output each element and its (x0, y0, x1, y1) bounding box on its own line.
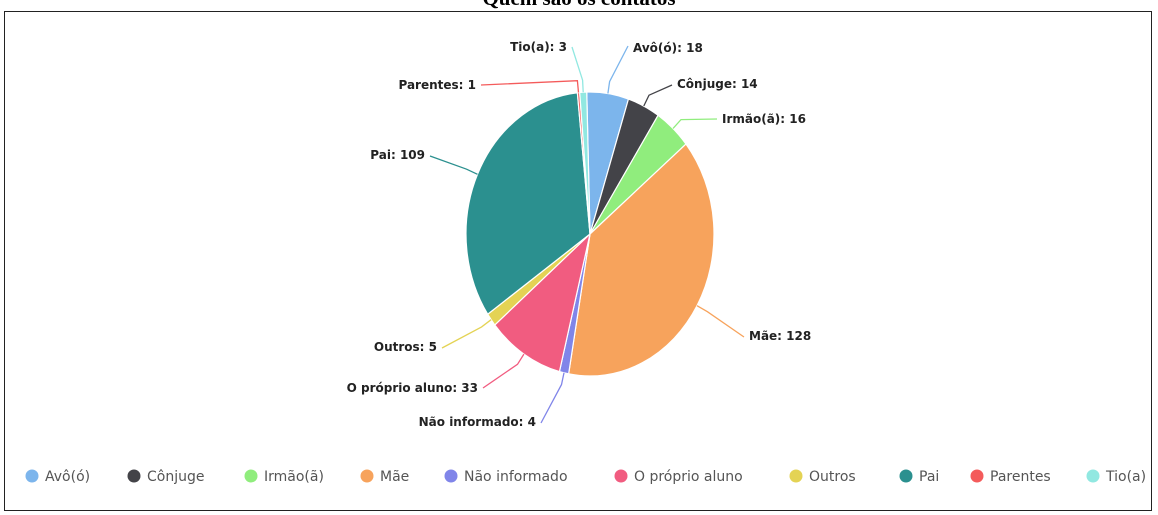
legend: Avô(ó) Cônjuge Irmão(ã) Mãe Não informado O p… (25, 469, 1147, 485)
legend-label-irmao-a: Irmão(ã) (264, 469, 324, 485)
legend-marker-irmao-a (244, 469, 258, 483)
legend-item-pai[interactable]: Pai (899, 469, 940, 485)
connector-mae (696, 305, 745, 338)
legend-label-o-proprio-aluno: O próprio aluno (634, 469, 743, 485)
chart-title: Quem são os contatos (0, 0, 1158, 11)
legend-marker-outros (789, 469, 803, 483)
legend-label-pai: Pai (919, 469, 939, 485)
legend-marker-tio-a (1086, 469, 1100, 483)
connector-pai (429, 155, 478, 175)
legend-item-outros[interactable]: Outros (789, 469, 856, 485)
data-label-nao-informado: Não informado: 4 (419, 415, 536, 429)
pie-slice-tio-a[interactable] (579, 91, 591, 235)
data-label-avo-o: Avô(ó): 18 (633, 41, 703, 55)
connector-conjuge (643, 84, 673, 107)
legend-item-avo-o[interactable]: Avô(ó) (25, 469, 91, 485)
legend-item-irmao-a[interactable]: Irmão(ã) (244, 469, 324, 485)
legend-marker-pai (899, 469, 913, 483)
legend-item-parentes[interactable]: Parentes (970, 469, 1051, 485)
legend-marker-mae (360, 469, 374, 483)
chart-title-strip: Quem são os contatos (0, 0, 1158, 11)
legend-label-avo-o: Avô(ó) (45, 469, 90, 485)
legend-label-outros: Outros (809, 469, 856, 485)
legend-label-conjuge: Cônjuge (147, 469, 204, 485)
pie-slice-o-proprio-aluno[interactable] (493, 232, 592, 373)
data-label-mae: Mãe: 128 (749, 329, 811, 343)
legend-marker-conjuge (127, 469, 141, 483)
legend-item-mae[interactable]: Mãe (360, 469, 410, 485)
data-label-pai: Pai: 109 (370, 148, 425, 162)
legend-marker-nao-informado (444, 469, 458, 483)
data-label-outros: Outros: 5 (374, 340, 437, 354)
connector-parentes (480, 80, 580, 93)
legend-item-nao-informado[interactable]: Não informado (444, 469, 568, 485)
pie-slices (465, 91, 715, 377)
connector-nao-informado (540, 372, 565, 424)
connector-outros (441, 319, 492, 349)
data-label-o-proprio-aluno: O próprio aluno: 33 (347, 381, 478, 395)
legend-item-tio-a[interactable]: Tio(a) (1086, 469, 1147, 485)
data-label-parentes: Parentes: 1 (398, 78, 476, 92)
connector-avo-o (607, 45, 629, 94)
legend-marker-o-proprio-aluno (614, 469, 628, 483)
legend-marker-parentes (970, 469, 984, 483)
connector-o-proprio-aluno (482, 353, 525, 389)
data-label-conjuge: Cônjuge: 14 (677, 77, 758, 91)
connector-irmao-a (672, 118, 718, 129)
legend-label-nao-informado: Não informado (464, 469, 568, 485)
data-label-tio-a: Tio(a): 3 (510, 40, 567, 54)
legend-item-o-proprio-aluno[interactable]: O próprio aluno (614, 469, 743, 485)
connector-tio-a (571, 46, 584, 93)
legend-label-tio-a: Tio(a) (1105, 469, 1146, 485)
pie-slice-mae[interactable] (567, 143, 715, 377)
legend-marker-avo-o (25, 469, 39, 483)
legend-label-parentes: Parentes (990, 469, 1051, 485)
data-label-irmao-a: Irmão(ã): 16 (722, 112, 806, 126)
legend-label-mae: Mãe (380, 469, 409, 485)
legend-item-conjuge[interactable]: Cônjuge (127, 469, 205, 485)
data-labels: Avô(ó): 18 Cônjuge: 14 Irmão(ã): 16 Mãe: 12… (347, 40, 812, 429)
